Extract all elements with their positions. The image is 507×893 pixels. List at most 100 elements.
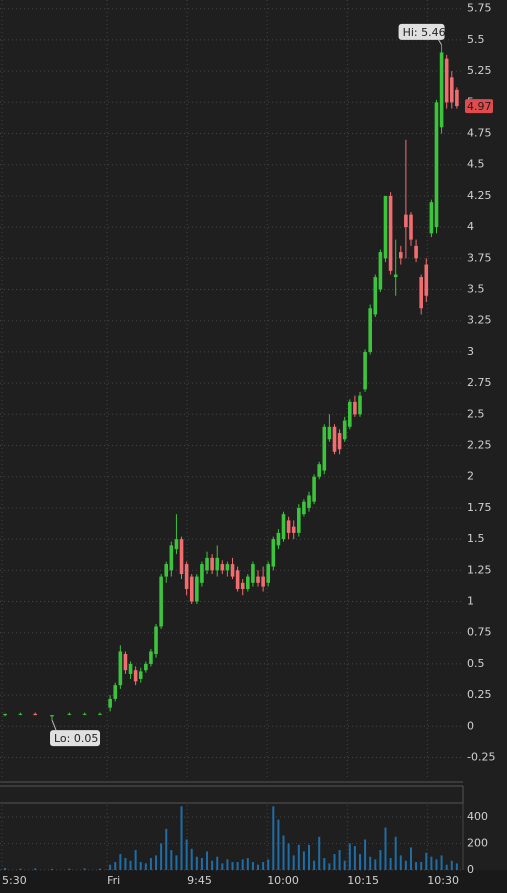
- volume-bar: [195, 856, 198, 870]
- candle-body: [327, 426, 332, 440]
- volume-bar: [358, 854, 361, 870]
- volume-bar: [160, 843, 163, 870]
- candle-body: [297, 507, 301, 533]
- candle-body: [383, 195, 388, 259]
- y-tick-label: 1.5: [467, 532, 485, 545]
- volume-bar: [430, 856, 433, 870]
- volume-bar: [450, 860, 453, 870]
- candle-body: [414, 245, 418, 259]
- volume-bar: [364, 839, 367, 870]
- candle-body: [302, 501, 306, 515]
- y-tick-label: 2.25: [467, 439, 492, 452]
- candle-body: [67, 713, 72, 715]
- volume-bar: [384, 827, 387, 870]
- volume-bar: [216, 856, 219, 870]
- volume-bar: [415, 862, 418, 870]
- volume-tick-label: 400: [467, 810, 488, 823]
- candle-body: [322, 426, 327, 471]
- volume-bar: [139, 862, 142, 870]
- volume-bar: [399, 855, 402, 870]
- candle-body: [429, 202, 434, 234]
- volume-bar: [409, 847, 412, 870]
- volume-bar: [353, 846, 356, 870]
- candle-body: [444, 58, 449, 103]
- candle-body: [368, 308, 372, 352]
- volume-bar: [226, 859, 229, 870]
- volume-bar: [231, 862, 234, 870]
- volume-bar: [165, 828, 168, 870]
- candle-body: [347, 401, 352, 427]
- candle-body: [409, 214, 413, 240]
- candle-body: [388, 195, 393, 271]
- volume-bar: [420, 862, 423, 870]
- volume-bar: [4, 868, 7, 870]
- candle-body: [358, 395, 362, 415]
- time-axis-strip: [0, 870, 507, 893]
- candle-body: [220, 564, 225, 571]
- volume-bar: [348, 843, 351, 870]
- candle-body: [378, 252, 383, 290]
- candle-body: [307, 495, 311, 508]
- candle-body: [317, 464, 322, 477]
- volume-bar: [277, 819, 280, 870]
- volume-bar: [282, 835, 285, 870]
- y-tick-label: 1: [467, 595, 474, 608]
- candle-body: [133, 670, 138, 682]
- volume-bar: [262, 862, 265, 870]
- candle-body: [235, 570, 240, 590]
- candle-body: [251, 564, 255, 583]
- candle-body: [332, 426, 337, 452]
- annotation-pointer: [51, 719, 57, 731]
- volume-bar: [338, 850, 341, 870]
- x-tick-label: 10:30: [427, 874, 459, 887]
- volume-bar: [144, 863, 147, 870]
- volume-bar: [435, 859, 438, 870]
- candle-body: [164, 564, 169, 577]
- candle-body: [18, 713, 23, 715]
- y-tick-label: 2.5: [467, 407, 485, 420]
- candle-body: [439, 52, 444, 128]
- candle-body: [108, 698, 112, 708]
- candle-body: [281, 514, 286, 540]
- candle-body: [154, 626, 158, 654]
- candle-body: [230, 564, 235, 577]
- candle-body: [159, 576, 163, 627]
- candle-body: [184, 564, 189, 590]
- candle-body: [398, 252, 403, 259]
- candle-body: [424, 264, 429, 296]
- candle-body: [337, 433, 342, 450]
- volume-bar: [267, 859, 270, 870]
- volume-bar: [206, 851, 209, 870]
- candle-body: [312, 476, 316, 502]
- volume-bar: [68, 868, 71, 870]
- volume-bar: [440, 855, 443, 870]
- volume-bar: [124, 858, 127, 870]
- x-tick-label: Fri: [107, 874, 120, 887]
- candle-body: [149, 651, 153, 664]
- y-tick-label: -0.25: [467, 751, 495, 764]
- candle-body: [169, 545, 174, 571]
- annotation-label: Hi: 5.46: [403, 26, 446, 39]
- volume-bar: [369, 856, 372, 870]
- annotation-label: Lo: 0.05: [54, 732, 98, 745]
- candle-body: [179, 539, 184, 575]
- y-tick-label: 4.5: [467, 158, 485, 171]
- candle-body: [373, 277, 378, 315]
- volume-bar: [404, 860, 407, 870]
- volume-bar: [272, 806, 275, 870]
- last-price-label: 4.97: [467, 100, 492, 113]
- volume-bar: [98, 868, 101, 870]
- volume-bar: [236, 862, 239, 870]
- candle-body: [404, 214, 408, 228]
- candle-body: [138, 671, 143, 679]
- candle-body: [240, 582, 245, 590]
- candle-body: [118, 651, 123, 686]
- candle-body: [113, 685, 118, 699]
- y-tick-label: 3.75: [467, 251, 492, 264]
- volume-bar: [134, 850, 137, 870]
- volume-bar: [323, 858, 326, 870]
- volume-bar: [455, 863, 458, 870]
- candle-body: [195, 576, 199, 602]
- candle-body: [286, 520, 291, 533]
